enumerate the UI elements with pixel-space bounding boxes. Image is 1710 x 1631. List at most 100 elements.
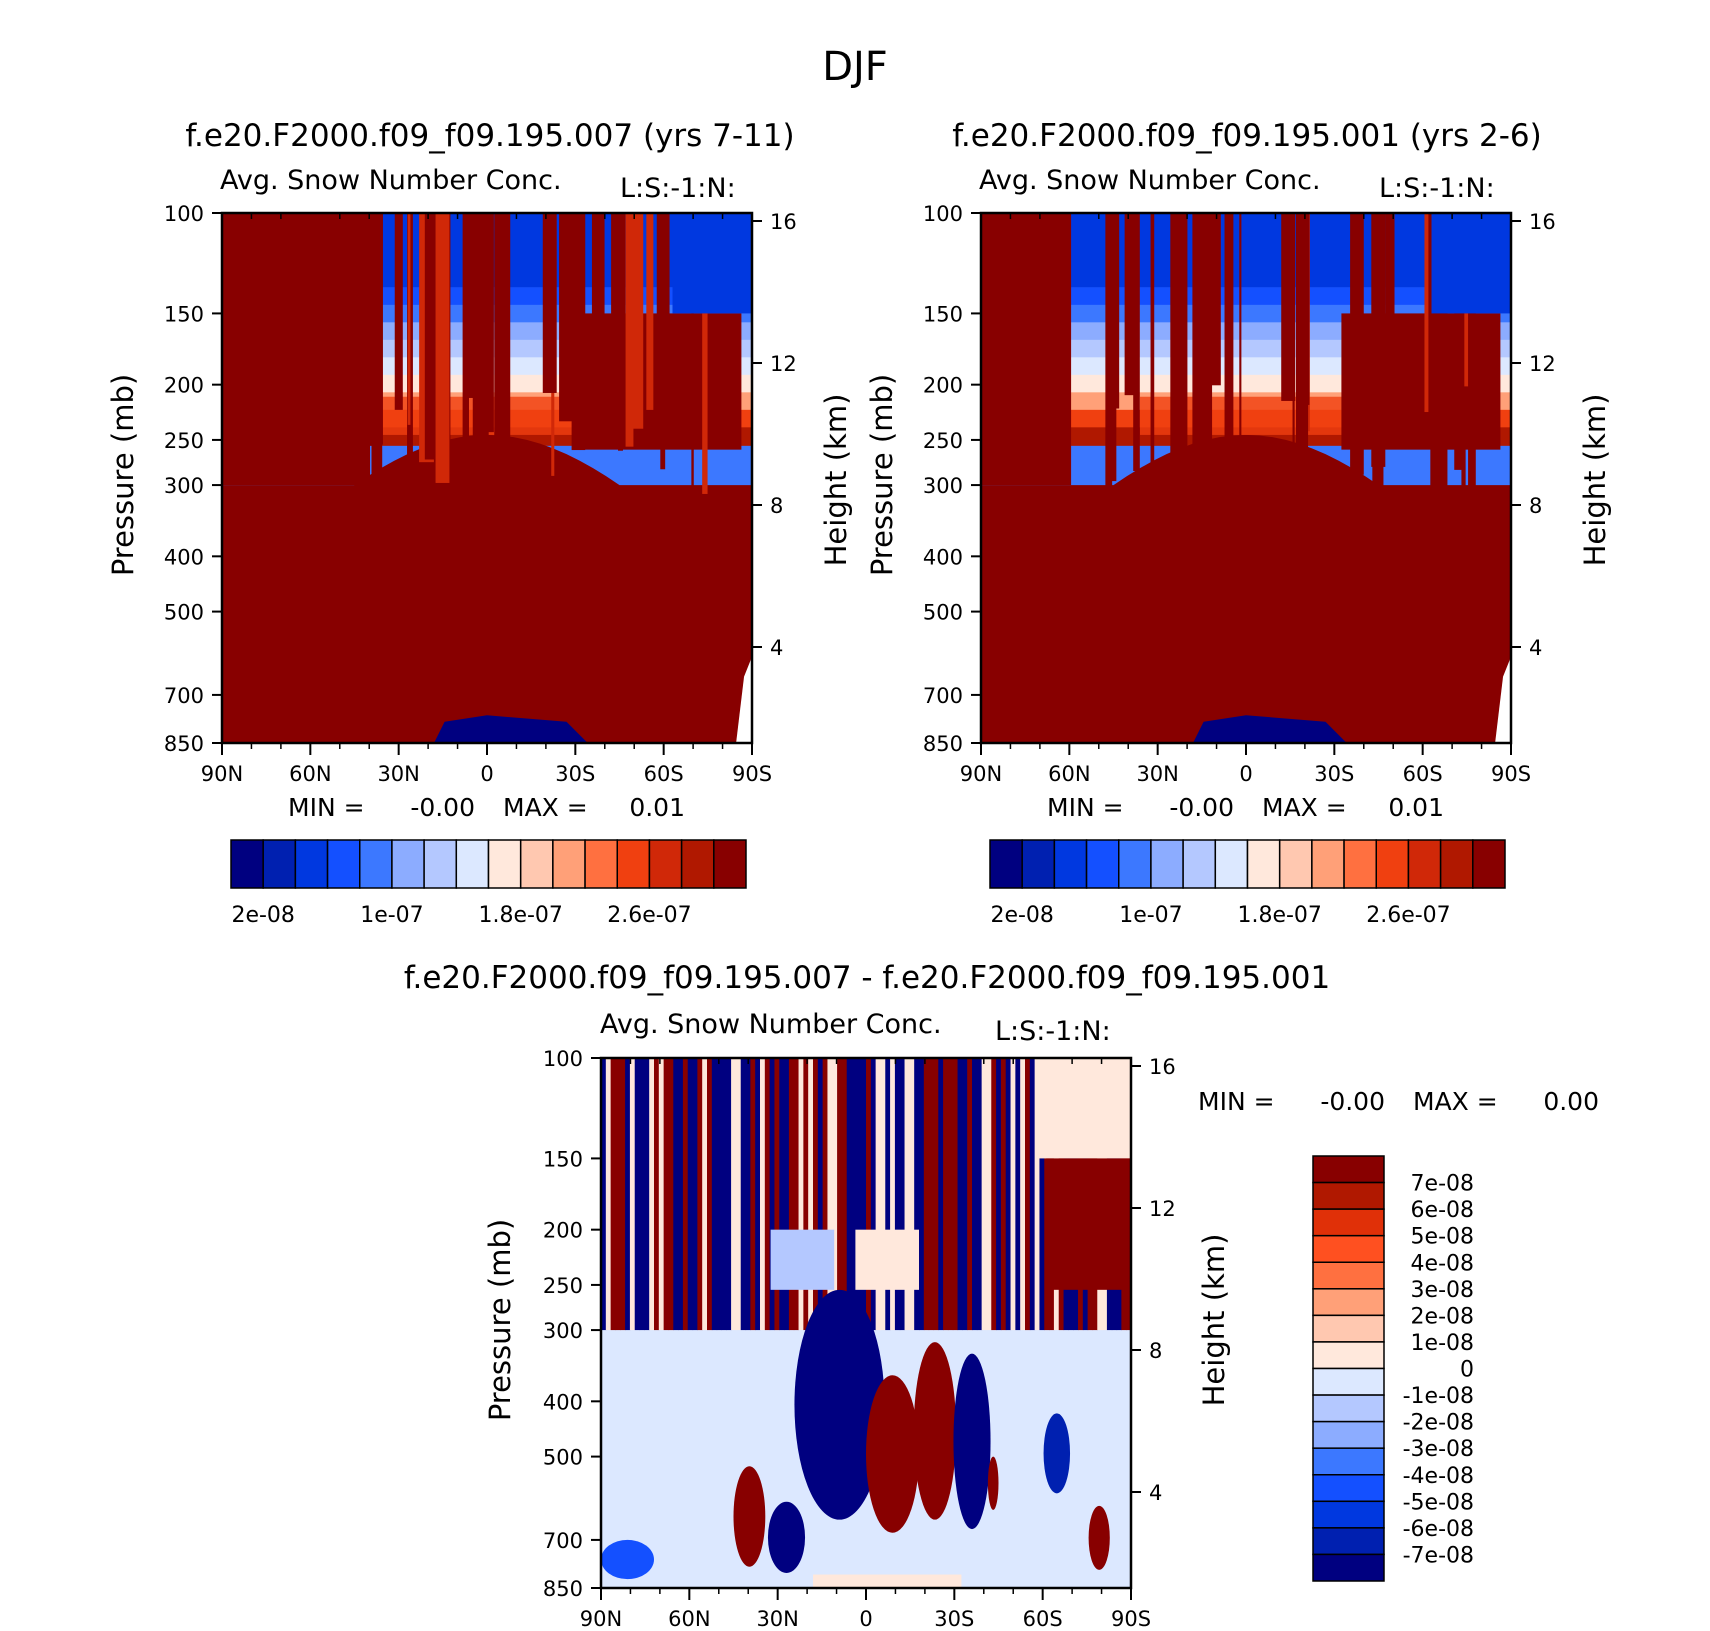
streak (354, 213, 371, 499)
upper-streak (909, 1058, 915, 1331)
x-tick-label: 30N (1136, 762, 1178, 786)
x-tick-label: 90N (960, 762, 1002, 786)
contour-field (222, 213, 752, 743)
upper-streak (827, 1058, 833, 1331)
colorbar-box (1312, 1553, 1385, 1582)
colorbar: 2e-08 1e-07 1.8e-07 2.6e-07 (989, 839, 1506, 928)
upper-streak (755, 1058, 761, 1331)
y-right-tick-label: 8 (1529, 494, 1542, 518)
upper-streak (779, 1058, 785, 1331)
colorbar-box (1343, 839, 1377, 889)
upper-streak (866, 1058, 872, 1331)
x-tick-label: 90S (1111, 1607, 1151, 1631)
figure-title: DJF (822, 44, 888, 90)
colorbar-label: 2.6e-07 (1366, 903, 1450, 928)
surface-blob (434, 715, 588, 743)
min-value: -0.00 (1169, 793, 1234, 822)
light-band (770, 1229, 835, 1290)
colorbar-box (1312, 1314, 1385, 1343)
panel-title: f.e20.F2000.f09_f09.195.007 - f.e20.F200… (404, 960, 1330, 996)
streak (542, 213, 557, 393)
colorbar-label: 2e-08 (1411, 1304, 1474, 1329)
streak (1424, 213, 1431, 413)
x-tick-label: 60S (1403, 762, 1443, 786)
x-tick-label: 60S (1023, 1607, 1063, 1631)
colorbar-box (1021, 839, 1056, 889)
upper-streak (620, 1058, 626, 1331)
min-value: -0.00 (1320, 1087, 1385, 1116)
upper-streak (663, 1058, 670, 1331)
upper-streak (1025, 1058, 1031, 1331)
colorbar-box (713, 839, 747, 889)
upper-streak (639, 1058, 645, 1331)
axes: 100 150 200 250 300 400 500 700 850 16 12 8 4 90N 60N 3… (543, 1047, 1176, 1631)
upper-streak (885, 1058, 891, 1331)
field-blob (767, 1501, 806, 1573)
streak (618, 213, 623, 451)
upper-streak (914, 1058, 920, 1331)
x-tick-label: 60N (1048, 762, 1090, 786)
streak (1124, 213, 1139, 396)
panel-model-007: f.e20.F2000.f09_f09.195.007 (yrs 7-11) A… (106, 118, 853, 928)
field-blob (794, 1289, 885, 1520)
upper-streak (634, 1058, 641, 1331)
field-blob (953, 1353, 991, 1530)
streak (487, 213, 494, 433)
upper-streak (890, 1058, 896, 1331)
field-blob (913, 1342, 957, 1520)
colorbar-box (1472, 839, 1506, 889)
upper-streak (1039, 1058, 1045, 1331)
colorbar-box (1278, 839, 1313, 889)
panel-subtitle: Avg. Snow Number Conc. (979, 165, 1321, 196)
surface-band (813, 1574, 962, 1588)
y-axis-label: Pressure (mb) (106, 374, 140, 576)
y-tick-label: 250 (164, 429, 204, 453)
x-tick-label: 60S (644, 762, 684, 786)
x-tick-label: 30S (1314, 762, 1354, 786)
colorbar-label: 7e-08 (1411, 1172, 1474, 1197)
x-tick-label: 0 (859, 1607, 872, 1631)
upper-streak (649, 1058, 655, 1331)
colorbar-box (1312, 1420, 1385, 1449)
max-value: 0.00 (1543, 1087, 1599, 1116)
x-tick-label: 90N (580, 1607, 622, 1631)
colorbar-label: 1e-07 (1119, 903, 1182, 928)
max-value: 0.01 (629, 793, 685, 822)
streak (1372, 213, 1384, 489)
colorbar-box (487, 839, 522, 889)
streak (656, 213, 670, 417)
y-axis-right-label: Height (km) (1578, 394, 1612, 567)
colorbar-box (1312, 1288, 1385, 1317)
colorbar-box (584, 839, 618, 889)
upper-streak (981, 1058, 988, 1331)
y-tick-label: 700 (923, 684, 963, 708)
streak (1224, 213, 1234, 495)
max-label: MAX = (1262, 793, 1347, 822)
colorbar-box (1312, 1208, 1385, 1237)
colorbar-box (1312, 1394, 1385, 1423)
colorbar-box (1312, 1500, 1385, 1529)
colorbar-box (455, 839, 490, 889)
panel-difference: f.e20.F2000.f09_f09.195.007 - f.e20.F200… (404, 960, 1599, 1631)
upper-streak (1000, 1058, 1007, 1331)
y-right-tick-label: 16 (1149, 1055, 1176, 1079)
colorbar-box (1312, 1155, 1385, 1184)
streak (466, 213, 476, 398)
field-blob (733, 1466, 766, 1567)
colorbar-box (1246, 839, 1281, 889)
upper-streak (668, 1058, 674, 1331)
colorbar-box (1214, 839, 1249, 889)
streak (1105, 213, 1113, 497)
colorbar-box (326, 839, 361, 889)
colorbar-label: -7e-08 (1403, 1543, 1474, 1568)
streak (591, 213, 605, 406)
streak (1110, 213, 1120, 409)
upper-streak (841, 1058, 848, 1331)
colorbar-label: 3e-08 (1411, 1278, 1474, 1303)
colorbar-label: -2e-08 (1403, 1411, 1474, 1436)
colorbar-box (1407, 839, 1442, 889)
colorbar-label: 1.8e-07 (1237, 903, 1321, 928)
upper-streak (933, 1058, 939, 1331)
colorbar-label: -6e-08 (1403, 1517, 1474, 1542)
panel-subtitle: Avg. Snow Number Conc. (220, 165, 562, 196)
